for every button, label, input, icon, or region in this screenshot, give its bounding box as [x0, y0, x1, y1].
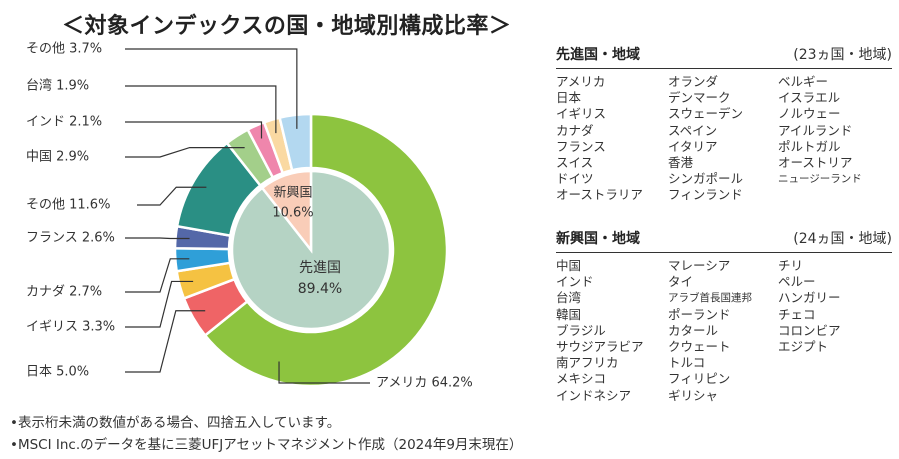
country-item: チェコ — [778, 306, 816, 322]
inner-pie — [230, 169, 392, 331]
leader-line — [137, 186, 207, 206]
country-item: フィリピン — [668, 371, 731, 387]
footnote: •表示桁未満の数値がある場合、四捨五入しています。 — [10, 415, 341, 431]
country-item: デンマーク — [668, 90, 731, 106]
emerging-count: (24ヵ国・地域) — [793, 231, 892, 247]
country-item: タイ — [668, 274, 694, 290]
inner-value: 89.4% — [298, 281, 342, 297]
country-item: ペルー — [778, 274, 816, 290]
inner-label: 新興国 — [273, 185, 312, 201]
country-item: アイルランド — [778, 122, 853, 138]
country-item: スイス — [556, 154, 594, 170]
developed-count: (23ヵ国・地域) — [793, 47, 892, 63]
country-item: ポーランド — [668, 306, 731, 322]
footnote: •MSCI Inc.のデータを基に三菱UFJアセットマネジメント作成（2024年… — [10, 437, 523, 453]
inner-value: 10.6% — [272, 206, 313, 221]
country-item: クウェート — [668, 338, 731, 354]
slice-label: アメリカ 64.2% — [376, 376, 473, 391]
country-item: コロンビア — [778, 322, 841, 338]
country-item: メキシコ — [556, 371, 607, 387]
leader-line — [125, 280, 194, 328]
slice-label: 台湾 1.9% — [26, 78, 89, 94]
leader-line — [125, 48, 298, 129]
leader-line — [125, 237, 190, 240]
country-item: 南アフリカ — [556, 355, 619, 371]
leader-line — [125, 121, 263, 139]
slice-label: イギリス 3.3% — [26, 320, 115, 335]
country-item: アメリカ — [556, 74, 606, 89]
slice-label: 日本 5.0% — [26, 365, 89, 380]
country-item: カナダ — [556, 122, 594, 138]
slice-label: その他 3.7% — [26, 42, 102, 57]
country-item: 香港 — [668, 154, 694, 170]
chart-title: ＜対象インデックスの国・地域別構成比率＞ — [62, 14, 512, 39]
slice-label: その他 11.6% — [26, 198, 110, 213]
country-item: チリ — [778, 258, 804, 273]
country-item: オランダ — [668, 74, 719, 89]
slice-label: フランス 2.6% — [26, 231, 115, 246]
country-item: 日本 — [556, 90, 582, 106]
country-item: シンガポール — [668, 171, 744, 187]
country-item: ベルギー — [778, 74, 829, 89]
emerging-country-list: 中国 インド 台湾 韓国 ブラジル サウジアラビア 南アフリカ メキシコ インドネシア マレーシア… — [556, 258, 892, 404]
donut-chart: アメリカ 64.2% 日本 5.0% イギリス 3.3% カナダ 2.7% フランス 2… — [26, 42, 473, 391]
country-item: インド — [556, 274, 594, 290]
country-item: スペイン — [668, 122, 718, 138]
country-item: オーストリア — [778, 154, 853, 170]
inner-label: 先進国 — [299, 260, 341, 276]
country-item: ハンガリー — [778, 290, 841, 306]
country-item: イスラエル — [778, 90, 841, 106]
leader-lines — [125, 48, 370, 384]
country-item: オーストラリア — [556, 187, 643, 203]
developed-title: 先進国・地域 — [556, 47, 640, 63]
country-item: マレーシア — [668, 258, 731, 273]
country-item: ギリシャ — [668, 387, 719, 403]
country-item: 中国 — [556, 258, 582, 273]
slice-label: カナダ 2.7% — [26, 285, 102, 300]
country-item: 韓国 — [556, 306, 582, 322]
country-item: 台湾 — [556, 290, 582, 306]
country-item: ニュージーランド — [778, 173, 862, 186]
country-item: イタリア — [668, 138, 718, 154]
country-item: ブラジル — [556, 322, 606, 338]
leader-line — [125, 147, 245, 158]
emerging-title: 新興国・地域 — [556, 231, 640, 247]
country-item: フィンランド — [668, 187, 743, 203]
footnotes: •表示桁未満の数値がある場合、四捨五入しています。 •MSCI Inc.のデータ… — [10, 412, 522, 456]
country-item: アラブ首長国連邦 — [668, 292, 752, 305]
country-item: ドイツ — [556, 171, 594, 187]
leader-line — [278, 361, 370, 384]
country-item: インドネシア — [556, 387, 632, 403]
country-item: フランス — [556, 138, 606, 154]
developed-country-list: アメリカ 日本 イギリス カナダ フランス スイス ドイツ オーストラリア オランダ デンマークス… — [556, 74, 892, 204]
donut-slice — [203, 112, 449, 388]
slice-label: 中国 2.9% — [26, 150, 89, 165]
inner-slice — [260, 169, 313, 254]
country-item: ノルウェー — [778, 106, 841, 122]
slice-label: インド 2.1% — [26, 115, 102, 130]
country-item: エジプト — [778, 338, 829, 354]
country-item: サウジアラビア — [556, 338, 644, 354]
emerging-legend: 新興国・地域 (24ヵ国・地域) 中国 インド 台湾 韓国 ブラジル サウジアラビア 南アフ… — [556, 226, 892, 404]
donut-slice — [278, 112, 313, 172]
country-item: カタール — [668, 322, 719, 338]
country-item: イギリス — [556, 106, 607, 122]
developed-legend: 先進国・地域 (23ヵ国・地域) アメリカ 日本 イギリス カナダ フランス スイス ドイツ… — [556, 42, 892, 204]
country-item: スウェーデン — [668, 106, 744, 122]
leader-line — [125, 85, 277, 134]
leader-line — [125, 310, 206, 373]
outer-ring — [173, 112, 449, 388]
country-item: トルコ — [668, 355, 706, 371]
leader-line — [125, 258, 190, 293]
slice-labels: アメリカ 64.2% 日本 5.0% イギリス 3.3% カナダ 2.7% フランス 2… — [26, 42, 473, 391]
country-item: ポルトガル — [778, 138, 841, 154]
